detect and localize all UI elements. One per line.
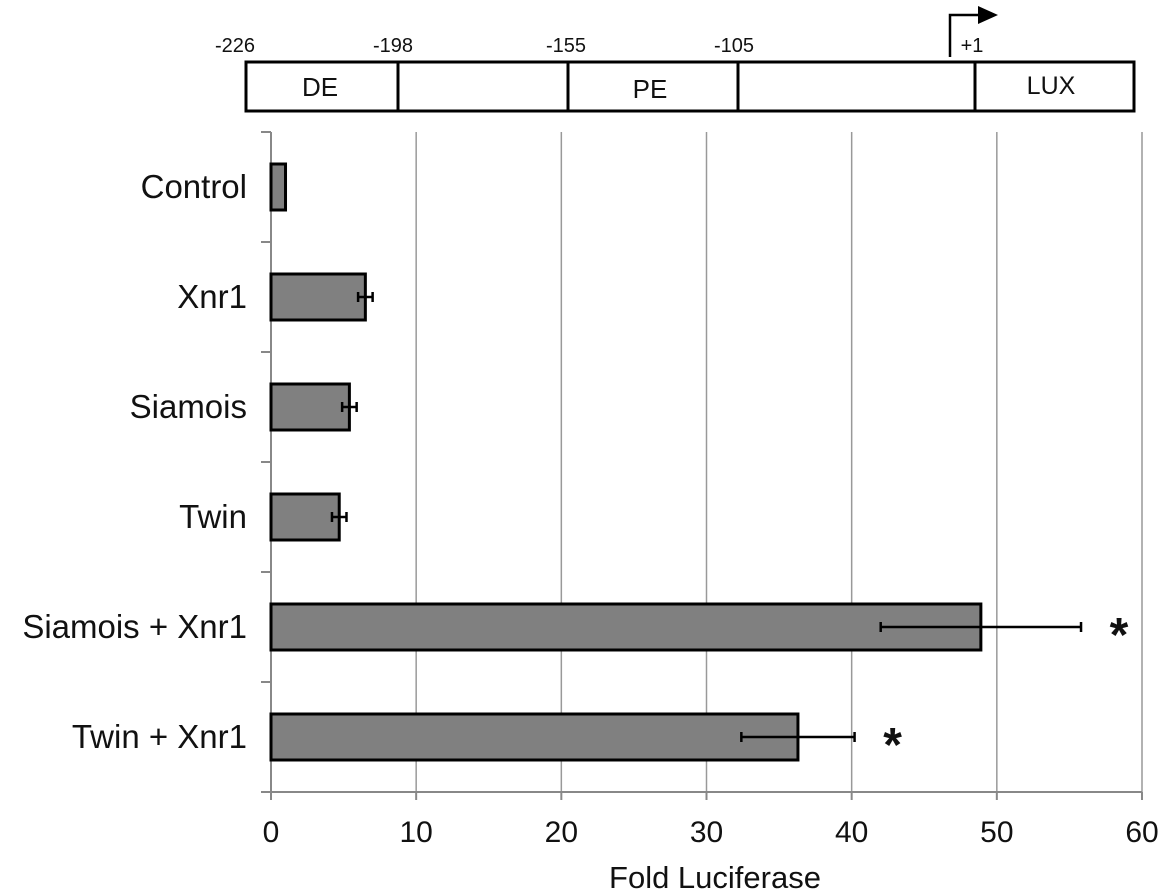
promoter-position: +1 bbox=[961, 35, 984, 57]
promoter-position: -155 bbox=[546, 35, 586, 57]
category-label: Control bbox=[141, 168, 247, 205]
x-tick-label: 60 bbox=[1125, 816, 1158, 849]
promoter-region-de: DE bbox=[302, 72, 338, 102]
y-ticks bbox=[261, 131, 271, 793]
x-tick-label: 0 bbox=[263, 816, 280, 849]
bar bbox=[269, 602, 983, 652]
promoter-region-pe: PE bbox=[633, 74, 668, 104]
promoter-region-lux: LUX bbox=[1027, 72, 1076, 100]
error-bars bbox=[330, 292, 1083, 742]
category-label: Siamois + Xnr1 bbox=[22, 608, 247, 645]
promoter-position: -226 bbox=[215, 35, 255, 57]
bar bbox=[269, 162, 288, 212]
x-tick-label: 10 bbox=[399, 816, 432, 849]
x-tick-label: 40 bbox=[835, 816, 868, 849]
bar bbox=[269, 382, 351, 432]
category-label: Twin bbox=[179, 498, 247, 535]
bars bbox=[269, 162, 983, 762]
tss-arrowhead-icon bbox=[978, 6, 998, 24]
gridlines bbox=[415, 132, 1143, 792]
x-ticks: 0 10 20 30 40 50 60 bbox=[263, 792, 1159, 849]
category-label: Siamois bbox=[130, 388, 247, 425]
bar bbox=[269, 492, 341, 542]
category-label: Twin + Xnr1 bbox=[72, 718, 247, 755]
category-labels: Control Xnr1 Siamois Twin Siamois + Xnr1 Twin… bbox=[22, 168, 247, 755]
significance-markers: ** bbox=[883, 609, 1128, 772]
promoter-position: -198 bbox=[373, 35, 413, 57]
bar bbox=[269, 712, 800, 762]
x-axis-title: Fold Luciferase bbox=[609, 860, 821, 895]
x-tick-label: 50 bbox=[980, 816, 1013, 849]
promoter-position: -105 bbox=[714, 35, 754, 57]
x-tick-label: 20 bbox=[545, 816, 578, 849]
promoter-box bbox=[244, 60, 1136, 113]
promoter-diagram: -226 -198 -155 -105 +1 DE PE LUX bbox=[215, 6, 1136, 113]
category-label: Xnr1 bbox=[177, 278, 247, 315]
tss-arrow-icon bbox=[948, 13, 982, 57]
significance-marker: * bbox=[1110, 609, 1129, 662]
significance-marker: * bbox=[883, 719, 902, 772]
x-tick-label: 30 bbox=[690, 816, 723, 849]
bar bbox=[269, 272, 367, 322]
